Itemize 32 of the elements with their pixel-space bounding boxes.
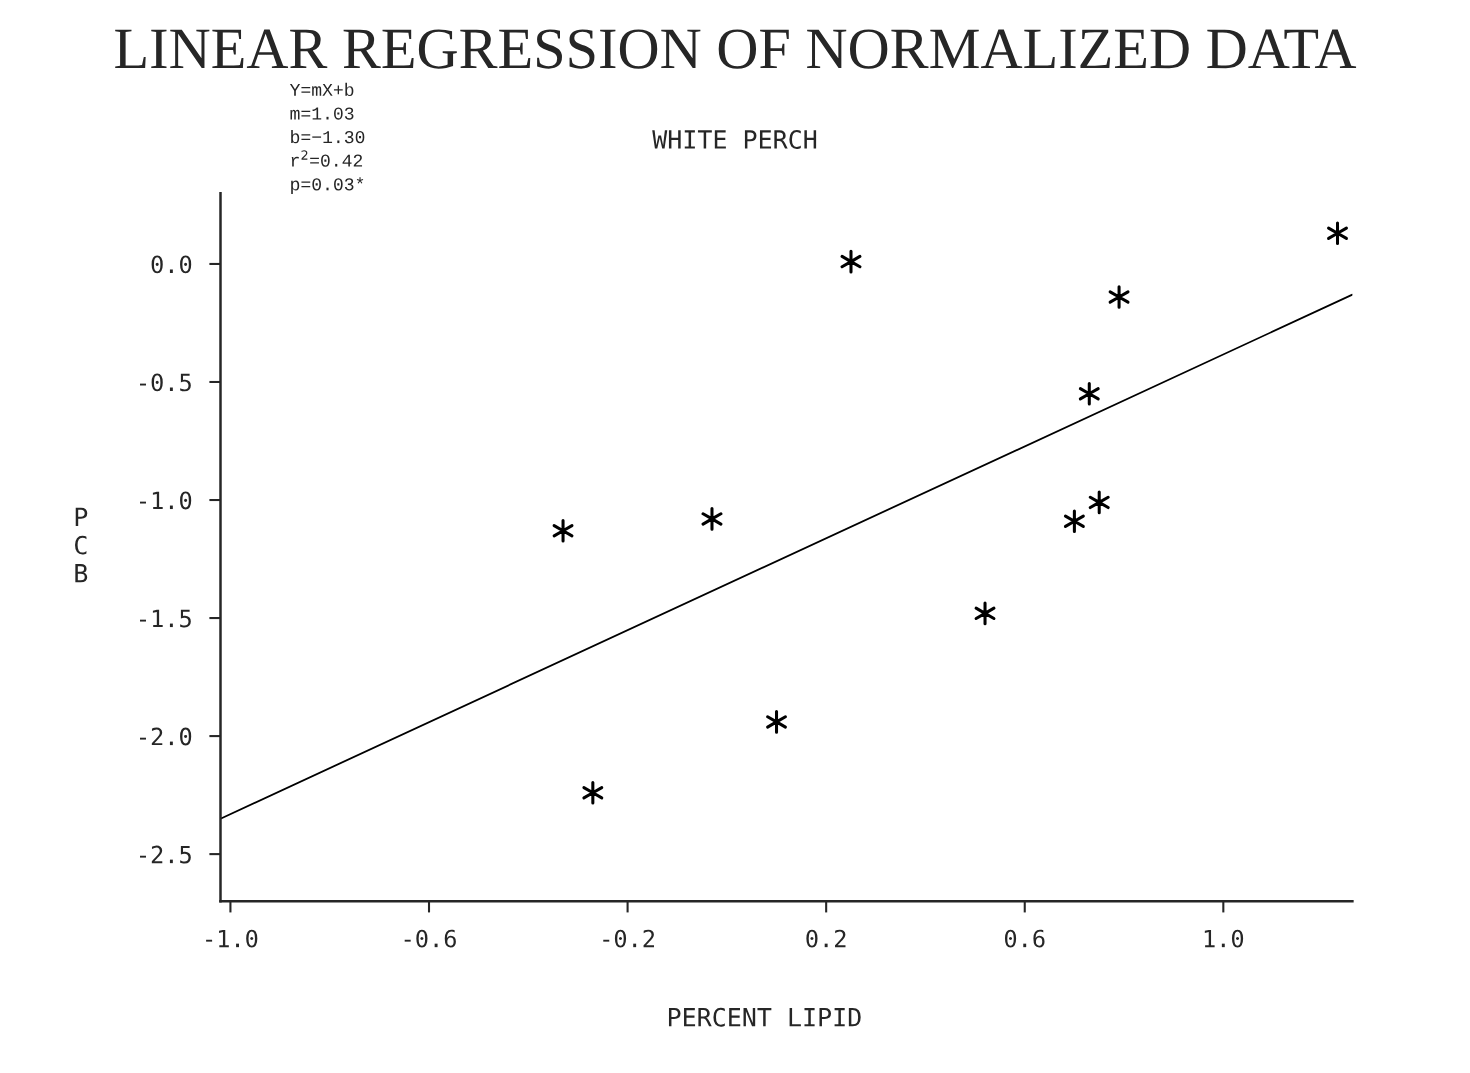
point (1088, 490, 1110, 515)
chart-title: LINEAR REGRESSION OF NORMALIZED DATA (115, 29, 1357, 69)
annotation: p=0.03* (291, 177, 364, 195)
point (552, 518, 574, 543)
y-axis-title: PCB (75, 507, 88, 583)
x-tick-label: -0.6 (404, 929, 456, 948)
text: Y=mX+b (289, 82, 354, 97)
point (1063, 509, 1085, 534)
x-tick-label: 0.2 (806, 929, 846, 948)
point (974, 601, 996, 626)
x-tick-label: 1.0 (1204, 929, 1244, 948)
x-tick-label: 0.6 (1004, 929, 1045, 948)
y-tick-label: 0.0 (151, 255, 192, 274)
point (1108, 285, 1130, 309)
y-tick-label: -2.5 (139, 845, 191, 864)
y-tick-label: -0.5 (139, 373, 191, 392)
y-tick-label: -1.5 (139, 609, 191, 628)
x-axis-title: PERCENT LIPID (668, 1007, 861, 1027)
point (766, 710, 787, 734)
text: r$^{2}$=0.42 (291, 150, 363, 167)
text: b=−1.30 (291, 130, 365, 144)
y-tick-label: -1.0 (139, 491, 192, 510)
chart-subtitle: WHITE PERCH (652, 130, 817, 149)
text: m=1.03 (290, 107, 354, 120)
point (1078, 381, 1100, 406)
y-tick-label: -2.0 (139, 727, 192, 746)
point (582, 780, 604, 805)
point (840, 249, 862, 274)
point (1327, 221, 1348, 246)
x-tick-label: -0.2 (603, 929, 655, 948)
x-tick-label: -1.0 (206, 929, 258, 948)
point (701, 507, 723, 531)
